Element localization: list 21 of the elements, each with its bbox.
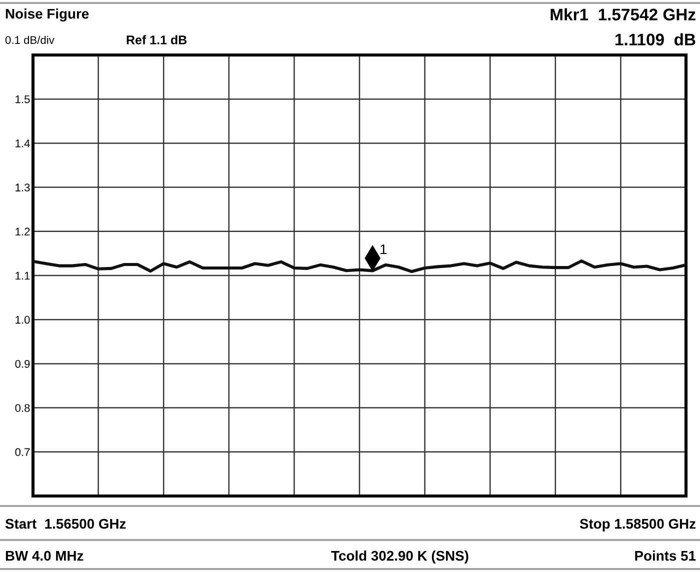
y-tick-label: 1.4	[16, 140, 30, 148]
text: BW 4.0 MHz	[6, 550, 84, 561]
y-tick-label: 0.9	[15, 360, 30, 368]
annotation: 1	[380, 244, 387, 254]
text: Stop 1.58500 GHz	[580, 518, 696, 532]
y-tick-label: 1.1	[16, 272, 30, 280]
text: Mkr1 1.57542 GHz	[550, 8, 696, 20]
text: Points 51	[635, 550, 696, 561]
text: 0.1 dB/div	[5, 36, 54, 44]
y-tick-label: 1.0	[16, 316, 30, 324]
line-series	[33, 259, 686, 274]
text: Tcold 302.90 K (SNS)	[331, 550, 468, 564]
chart-title: Noise Figure	[6, 8, 89, 22]
text: Start 1.56500 GHz	[5, 518, 126, 529]
y-tick-label: 0.7	[15, 448, 30, 456]
y-tick-label: 1.5	[16, 95, 30, 104]
y-tick-label: 0.8	[15, 404, 30, 412]
text: 1.1109 dB	[616, 33, 696, 46]
text: Ref 1.1 dB	[126, 35, 187, 44]
y-tick-label: 1.3	[16, 184, 30, 192]
y-tick-label: 1.2	[16, 228, 30, 236]
